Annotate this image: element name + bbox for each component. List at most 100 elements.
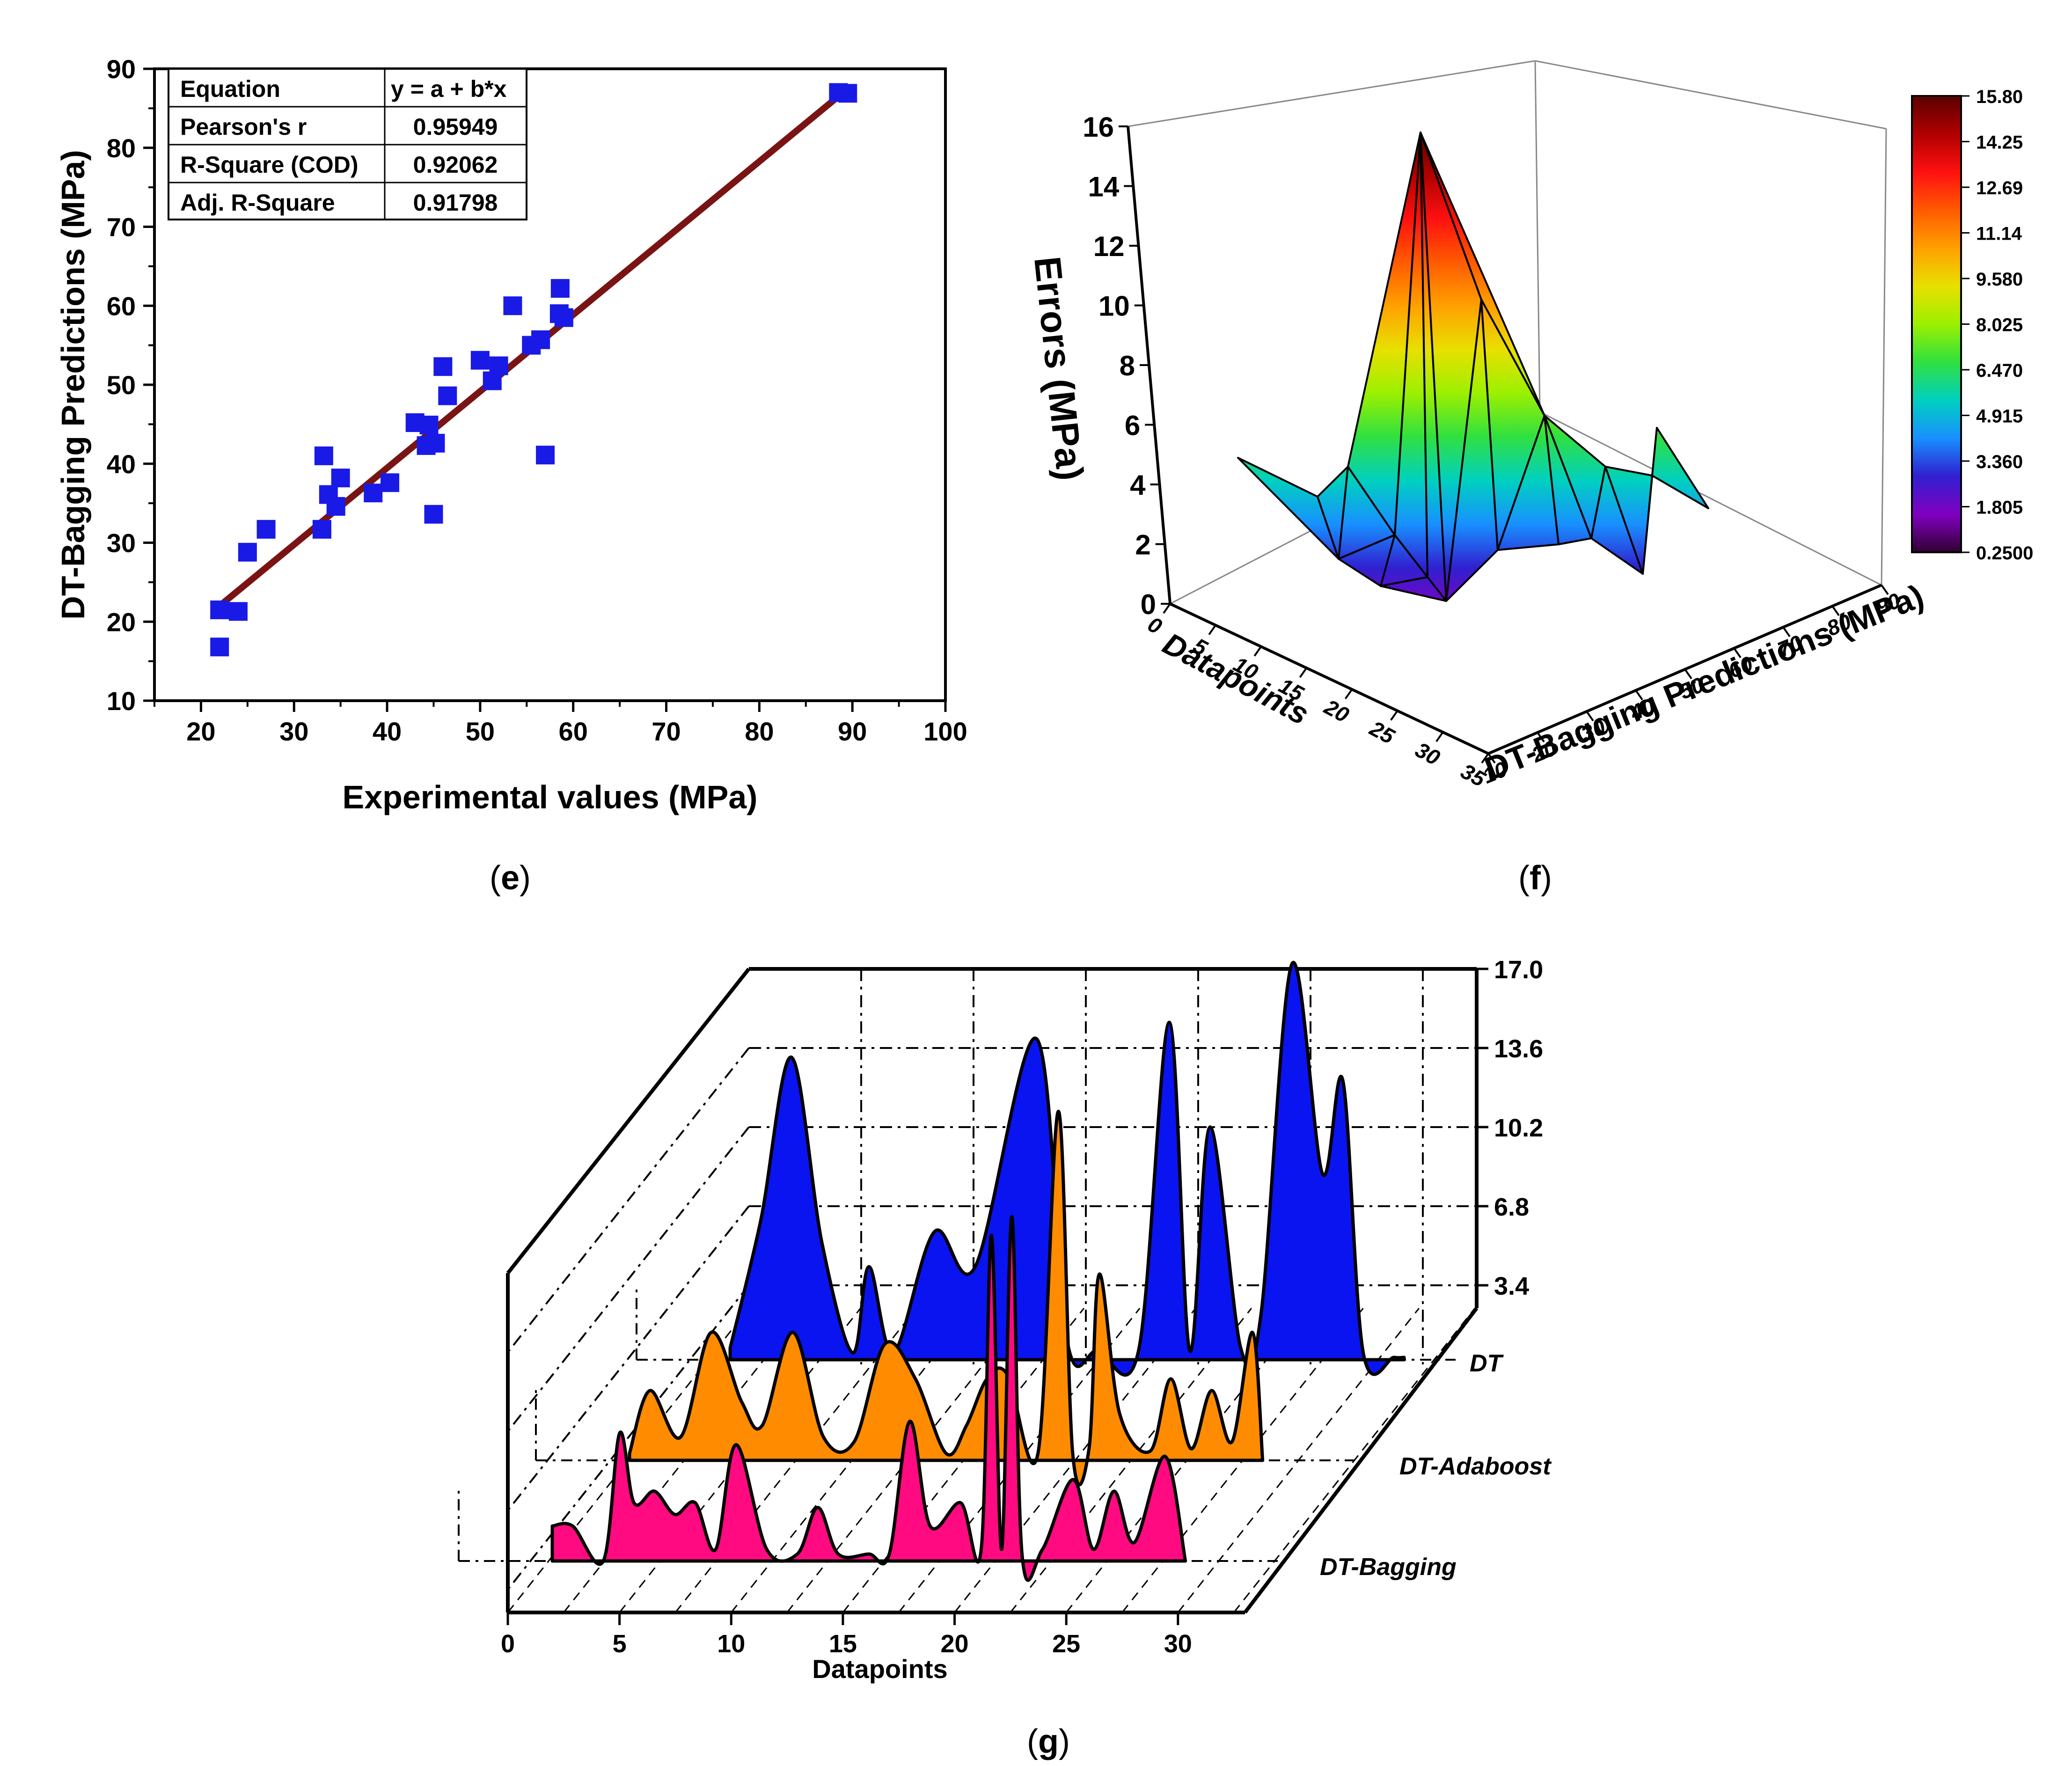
e-stats-table: Equation y = a + b*x Pearson's r 0.95949… (168, 68, 527, 220)
g-area-dt (728, 960, 1406, 1377)
e-stats-cell: 0.95949 (413, 114, 498, 140)
e-data-point (331, 469, 350, 488)
g-side-gridline (507, 1126, 750, 1432)
f-y-tick-mark (1782, 626, 1791, 638)
f-surface-facet (1651, 427, 1709, 509)
f-colorbar-tick-label: 9.580 (1976, 269, 2023, 290)
e-stats-cell: y = a + b*x (391, 76, 507, 102)
f-colorbar-tick-label: 11.14 (1976, 224, 2022, 244)
e-data-point (531, 330, 550, 349)
g-x-tick-label: 25 (1052, 1630, 1080, 1658)
f-z-tick-label: 14 (1088, 171, 1120, 203)
f-z-tick-label: 8 (1120, 350, 1135, 381)
e-y-tick-label: 40 (107, 449, 136, 479)
g-area-dt-bagging (550, 1215, 1187, 1582)
g-side-gridline (507, 1047, 750, 1353)
f-top-edge (1535, 60, 1887, 130)
e-data-point (424, 505, 443, 524)
g-x-tick-label: 30 (1164, 1630, 1192, 1658)
e-x-tick-label: 70 (652, 717, 681, 746)
e-data-point (489, 356, 508, 375)
e-y-tick-label: 50 (107, 370, 136, 400)
f-z-tick-label: 10 (1098, 291, 1130, 322)
e-data-point (470, 351, 490, 370)
f-x-tick-mark (1253, 646, 1262, 657)
f-surface-facet (1420, 132, 1545, 417)
f-x-tick-mark (1344, 689, 1353, 700)
f-y-tick-mark (1684, 668, 1692, 680)
g-z-tick-label: 17.0 (1494, 956, 1543, 984)
e-data-point (256, 520, 276, 539)
e-data-point (503, 296, 522, 315)
e-plot-frame (153, 67, 947, 702)
f-z-tick-label: 4 (1130, 469, 1146, 501)
g-series-label: DT-Bagging (1320, 1553, 1457, 1581)
f-back-corner (1534, 60, 1541, 412)
e-y-tick-label: 70 (107, 213, 136, 242)
panel-g-ridgeline-chart: DT DT-Adaboost DT-Bagging 3.4 6.8 10.2 13.6 17… (458, 956, 1552, 1760)
f-error-surface (1237, 132, 1709, 602)
f-surface-facet (1380, 576, 1447, 602)
panel-label-f: (f) (1518, 859, 1552, 897)
f-colorbar-gradient (1911, 95, 1962, 553)
e-data-point (228, 602, 248, 621)
f-y-axis-label: DT-Bagging Predictions (MPa) (1479, 578, 1929, 787)
f-x-tick-label: 30 (1412, 737, 1444, 770)
e-x-tick-label: 50 (466, 717, 495, 746)
f-z-tick-label: 0 (1141, 589, 1156, 620)
g-x-tick-label: 5 (613, 1630, 627, 1658)
e-x-tick-label: 30 (279, 717, 308, 746)
f-z-axis-label: Errors (MPa) (1026, 255, 1091, 483)
e-y-tick-label: 80 (107, 133, 136, 163)
e-x-tick-label: 60 (559, 717, 588, 746)
g-z-tick-label: 10.2 (1494, 1114, 1543, 1142)
f-x-tick-label: 25 (1366, 716, 1399, 749)
e-data-point (433, 357, 453, 376)
g-side-gridline (507, 1205, 750, 1511)
g-series-label: DT-Adaboost (1399, 1453, 1552, 1480)
e-data-point (426, 433, 445, 453)
f-x-tick-mark (1435, 732, 1444, 742)
e-y-tick-label: 90 (107, 54, 136, 84)
e-stats-cell: 0.91798 (413, 190, 498, 216)
f-colorbar-tick-label: 14.25 (1976, 132, 2023, 153)
g-z-tick-label: 13.6 (1494, 1035, 1543, 1063)
e-axis-ticks: 20 30 40 50 60 70 80 90 100 10 20 30 40 50 60 70 80 90 (107, 54, 967, 746)
panel-label-e: (e) (490, 859, 531, 897)
e-y-tick-label: 20 (107, 607, 136, 637)
f-colorbar-tick-label: 3.360 (1976, 452, 2023, 472)
e-x-axis-label: Experimental values (MPa) (343, 779, 758, 815)
g-side-gridline (507, 1284, 750, 1590)
e-x-tick-label: 80 (745, 717, 774, 746)
f-y-tick-mark (1881, 584, 1889, 595)
e-stats-cell: Pearson's r (180, 114, 307, 140)
e-stats-cell: Adj. R-Square (180, 190, 335, 216)
f-surface-facet (1347, 132, 1421, 536)
e-x-tick-label: 90 (838, 717, 867, 746)
e-data-point (314, 446, 333, 465)
e-data-point (554, 308, 573, 327)
e-data-point (381, 473, 400, 492)
panel-f-surface-chart: 0246810121416051015202530351020304050607… (1026, 60, 2033, 897)
f-x-tick-label: 20 (1320, 694, 1353, 727)
g-x-tick-label: 15 (829, 1630, 857, 1658)
e-x-tick-label: 40 (373, 717, 402, 746)
e-data-point (536, 446, 555, 465)
f-x-tick-mark (1208, 624, 1216, 635)
f-colorbar-tick-label: 6.470 (1976, 360, 2023, 381)
f-colorbar: 15.80 14.25 12.69 11.14 9.580 8.025 6.470 4.915… (1911, 87, 2033, 564)
f-x-tick-mark (1390, 710, 1398, 721)
f-x-tick-mark (1163, 603, 1171, 614)
e-data-point (210, 600, 229, 619)
f-z-tick-label: 12 (1093, 231, 1125, 262)
e-data-points (210, 83, 857, 657)
f-y-tick-mark (1733, 647, 1742, 659)
f-colorbar-tick-label: 4.915 (1976, 406, 2023, 427)
e-data-point (419, 416, 439, 435)
panel-label-g: (g) (1027, 1723, 1070, 1760)
f-y-tick-mark (1537, 732, 1545, 743)
e-data-point (312, 520, 331, 539)
g-series-label: DT (1470, 1350, 1504, 1377)
e-x-tick-label: 20 (186, 717, 215, 746)
e-y-tick-label: 30 (107, 528, 136, 558)
